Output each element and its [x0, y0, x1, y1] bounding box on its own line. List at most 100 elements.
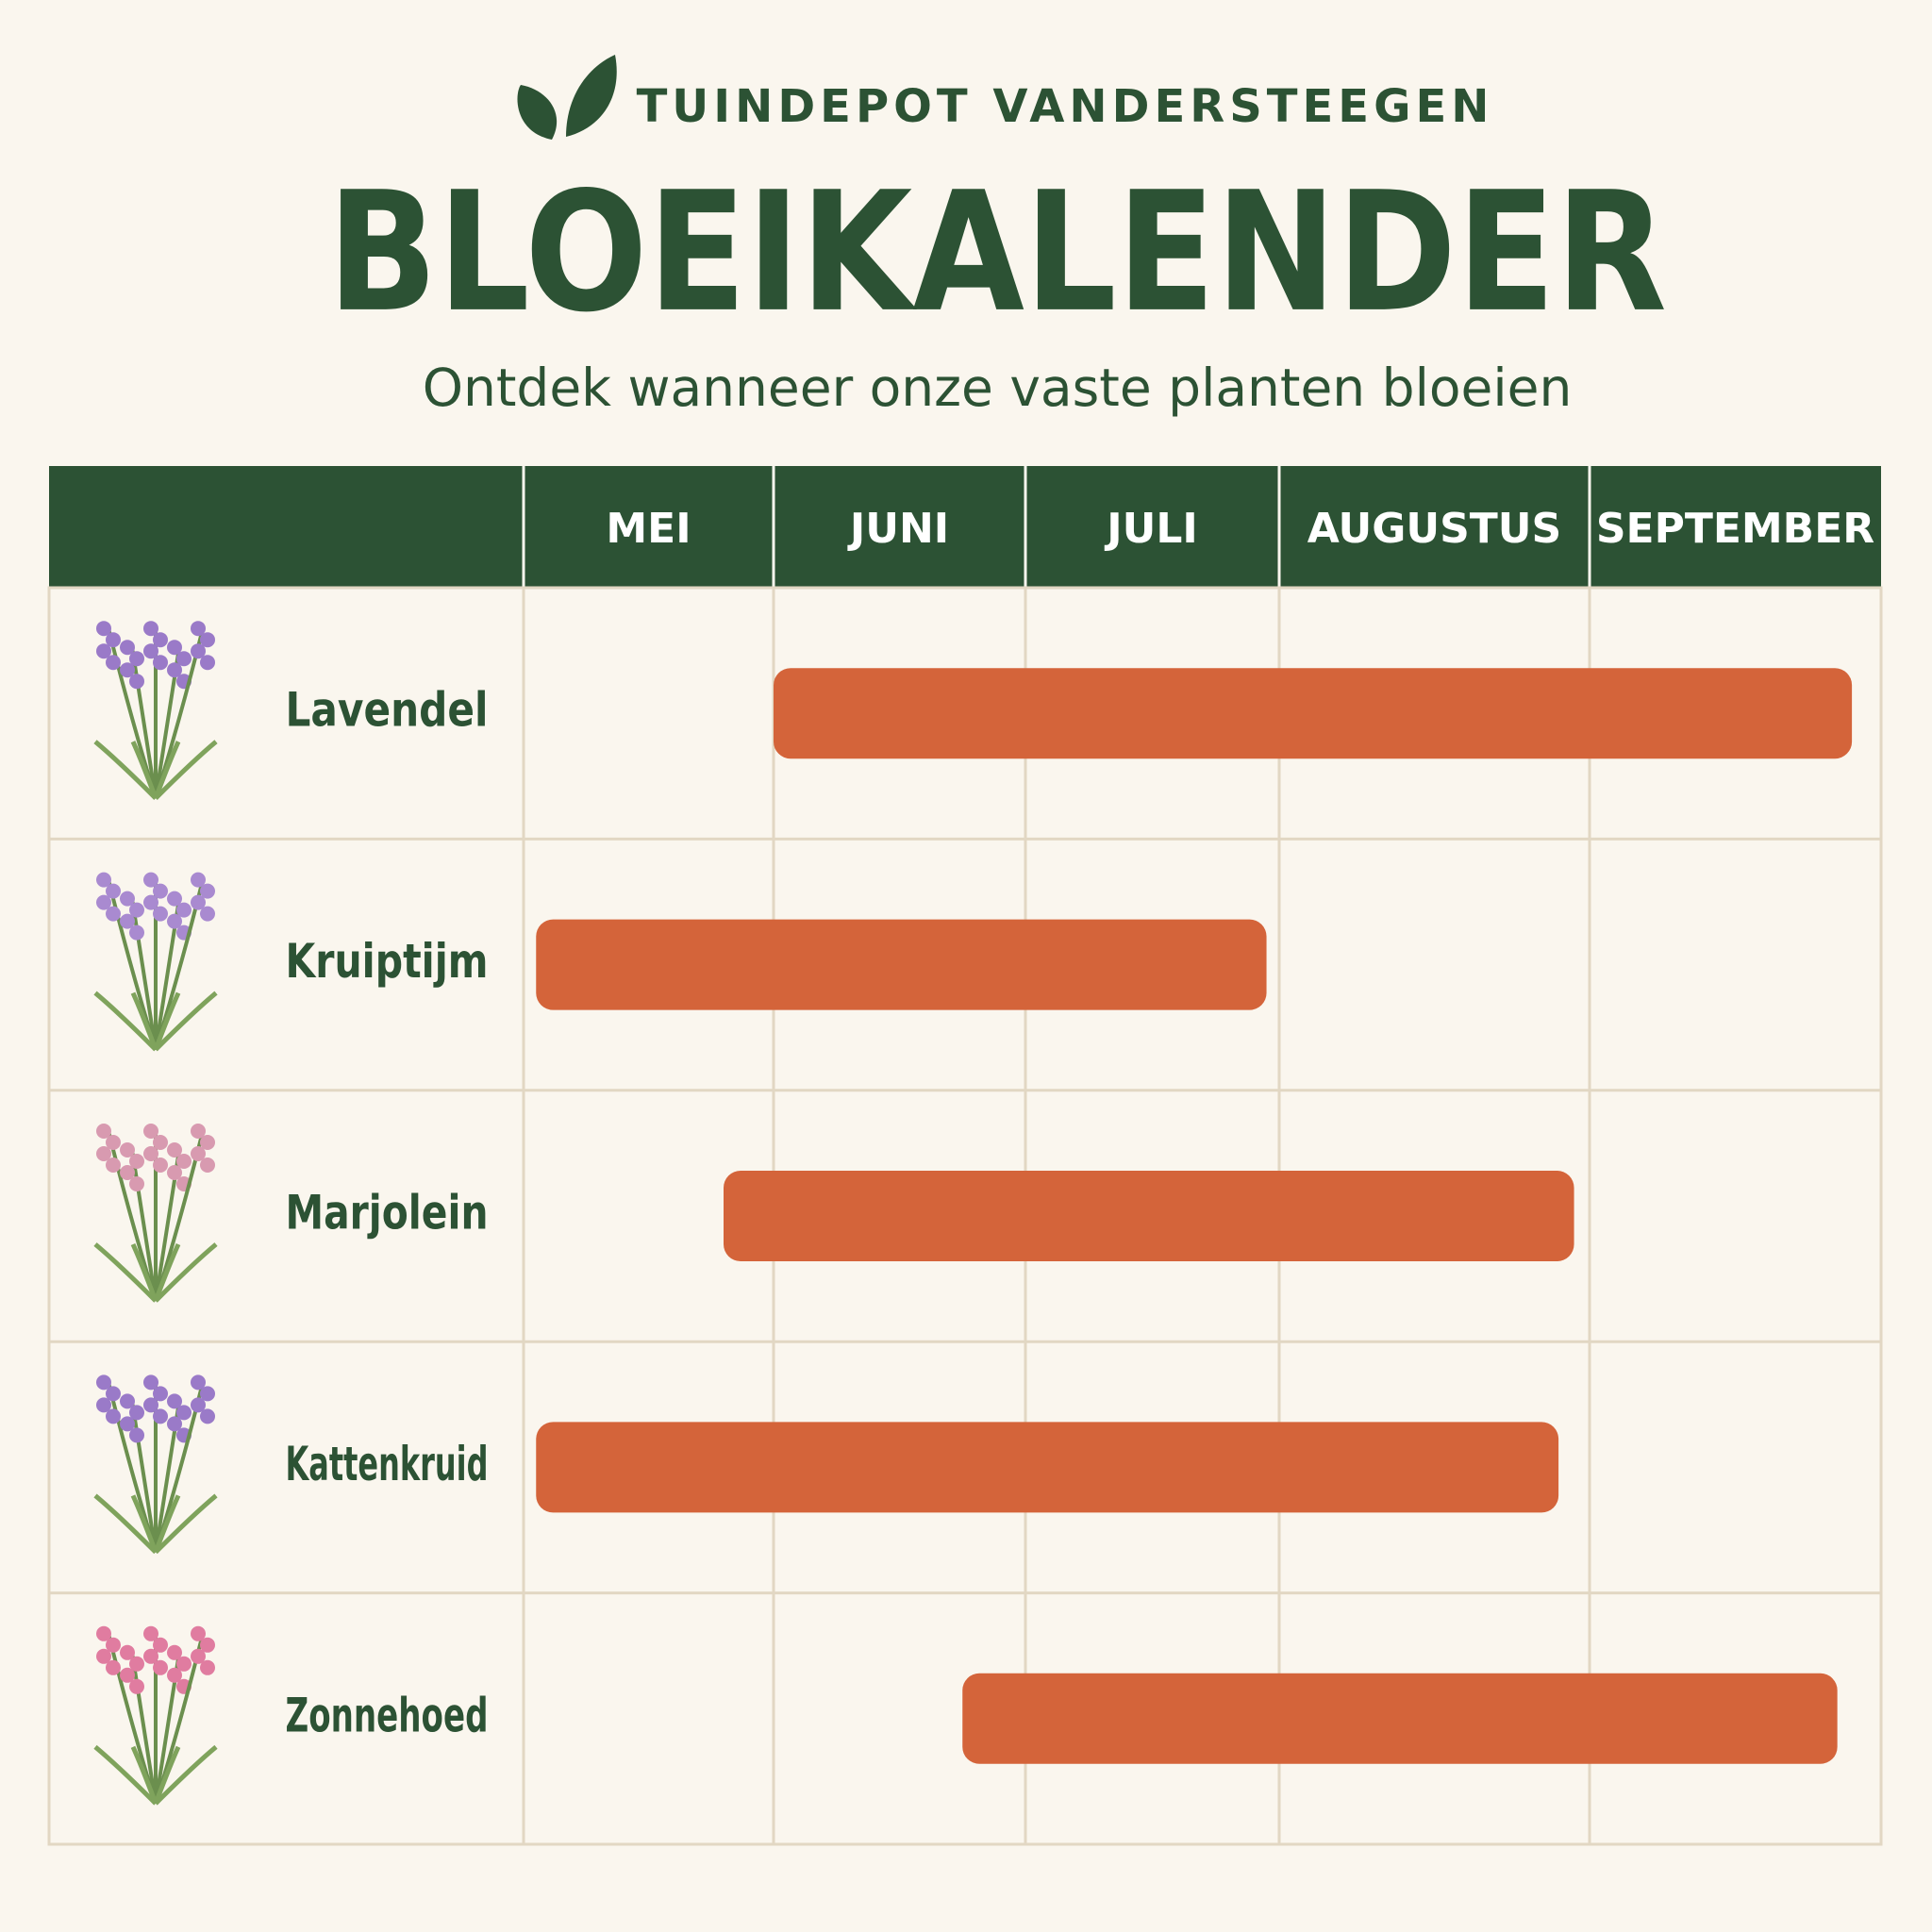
plant-flower — [176, 1154, 192, 1169]
plant-flower — [200, 1637, 215, 1653]
plant-flower — [120, 1142, 135, 1158]
plant-flower — [143, 1124, 158, 1139]
plant-flower — [96, 1124, 111, 1139]
plant-icon — [93, 621, 218, 800]
plant-flower — [129, 1656, 144, 1672]
plant-flower — [120, 1393, 135, 1409]
plant-flower — [176, 902, 192, 918]
plant-flower — [200, 1158, 215, 1173]
plant-flower — [153, 1386, 168, 1402]
subtitle: Ontdek wanneer onze vaste planten bloeie… — [423, 358, 1573, 418]
plant-flower — [143, 1625, 158, 1641]
plant-name: Lavendel — [286, 683, 489, 738]
plant-flower — [129, 651, 144, 667]
plant-flower — [167, 1142, 182, 1158]
plant-icon — [93, 1124, 218, 1303]
bloom-bar — [962, 1673, 1838, 1764]
plant-flower — [96, 643, 111, 659]
plant-flower — [106, 655, 121, 671]
plant-flower — [96, 621, 111, 637]
plant-flower — [143, 894, 158, 910]
plant-flower — [191, 1648, 206, 1664]
plant-flower — [191, 872, 206, 888]
plant-flower — [143, 643, 158, 659]
plant-flower — [106, 1135, 121, 1150]
plant-flower — [191, 1397, 206, 1413]
plant-flower — [129, 1427, 144, 1443]
plant-flower — [96, 1625, 111, 1641]
plant-flower — [167, 1393, 182, 1409]
plant-flower — [106, 1637, 121, 1653]
plant-flower — [200, 632, 215, 648]
plant-leaf — [130, 1242, 158, 1302]
plant-flower — [129, 674, 144, 690]
plant-leaf — [154, 740, 218, 800]
plant-flower — [129, 1154, 144, 1169]
plant-flower — [143, 1648, 158, 1664]
plant-leaf — [93, 1744, 158, 1806]
plant-name: Kruiptijm — [286, 934, 489, 989]
bloom-bar — [536, 919, 1267, 1010]
plant-flower — [200, 1659, 215, 1675]
plant-flower — [191, 643, 206, 659]
plant-flower — [120, 1644, 135, 1660]
plant-flower — [120, 1165, 135, 1180]
plant-flower — [106, 883, 121, 899]
plant-flower — [153, 632, 168, 648]
plant-flower — [120, 1667, 135, 1683]
plant-flower — [120, 891, 135, 907]
plant-flower — [96, 872, 111, 888]
plant-flower — [106, 1408, 121, 1424]
plant-flower — [106, 1158, 121, 1173]
plant-flower — [167, 662, 182, 678]
plant-flower — [176, 651, 192, 667]
plant-flower — [120, 640, 135, 656]
plant-name: Zonnehoed — [286, 1688, 489, 1742]
plant-flower — [167, 1644, 182, 1660]
plant-flower — [200, 1135, 215, 1150]
plant-flower — [129, 902, 144, 918]
plant-name: Marjolein — [286, 1186, 489, 1241]
logo — [517, 55, 617, 140]
plant-flower — [106, 906, 121, 922]
plant-flower — [153, 1637, 168, 1653]
plant-flower — [96, 1648, 111, 1664]
plant-leaf — [93, 1242, 158, 1303]
plant-flower — [153, 1158, 168, 1173]
plant-flower — [167, 913, 182, 929]
plant-flower — [153, 1659, 168, 1675]
bloom-bar — [536, 1422, 1559, 1513]
plant-flower — [200, 906, 215, 922]
plant-flower — [191, 894, 206, 910]
plant-flower — [129, 924, 144, 941]
plant-flower — [143, 1397, 158, 1413]
plant-flower — [106, 1659, 121, 1675]
month-label: MEI — [606, 505, 691, 553]
plant-flower — [96, 1397, 111, 1413]
plant-flower — [96, 1374, 111, 1391]
month-label: SEPTEMBER — [1596, 505, 1874, 553]
plant-flower — [153, 1135, 168, 1150]
bloom-bar — [724, 1171, 1574, 1261]
plant-flower — [191, 1124, 206, 1139]
plant-leaf — [154, 1744, 218, 1806]
plant-flower — [191, 1374, 206, 1391]
plant-flower — [120, 1416, 135, 1432]
plant-flower — [167, 640, 182, 656]
plant-flower — [129, 1405, 144, 1421]
plant-flower — [167, 1165, 182, 1180]
month-label: JULI — [1104, 505, 1198, 553]
chart-title: BLOEIKALENDER — [327, 158, 1667, 349]
plant-leaf — [93, 1493, 158, 1555]
plant-flower — [200, 883, 215, 899]
month-label: AUGUSTUS — [1307, 505, 1561, 553]
plant-leaf — [130, 991, 158, 1051]
plant-flower — [191, 1146, 206, 1161]
plant-flower — [167, 891, 182, 907]
plant-leaf — [93, 991, 158, 1052]
month-label: JUNI — [847, 505, 949, 553]
plant-flower — [96, 894, 111, 910]
plant-flower — [143, 872, 158, 888]
